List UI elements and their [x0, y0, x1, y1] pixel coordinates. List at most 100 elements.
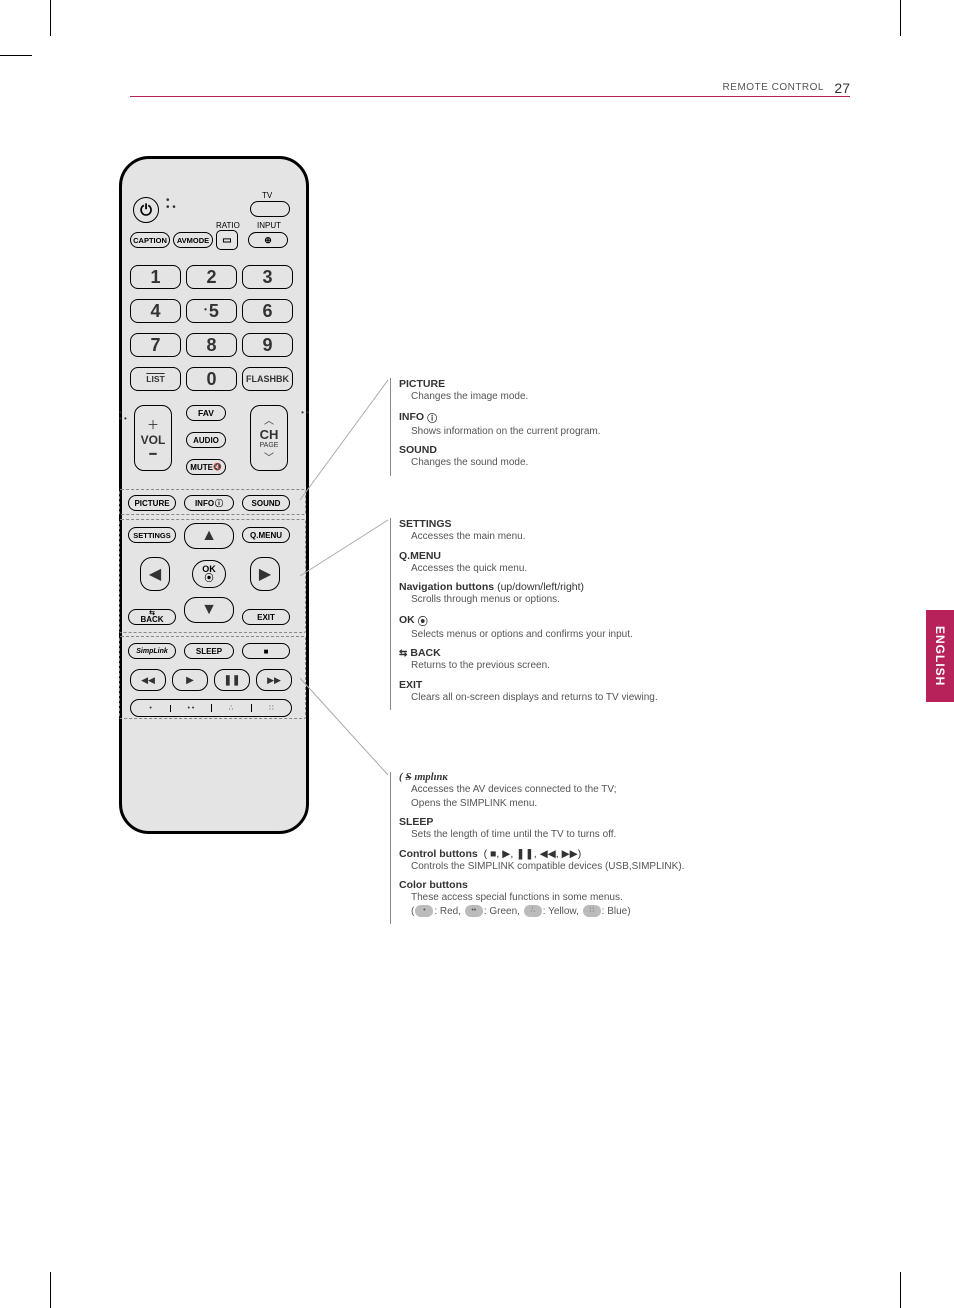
digit-4[interactable]: 4 [130, 299, 181, 323]
language-tab: ENGLISH [926, 610, 954, 702]
digit-1[interactable]: 1 [130, 265, 181, 289]
play-icon: ▶ [186, 675, 194, 686]
picture-title: PICTURE [399, 378, 601, 390]
digit-9[interactable]: 9 [242, 333, 293, 357]
picture-button[interactable]: PICTURE [128, 495, 176, 511]
yellow-button[interactable]: ∴ [211, 704, 251, 712]
settings-title: SETTINGS [399, 518, 658, 530]
crop-mark [900, 1272, 901, 1308]
control-title: Control buttons ( ■, ▶, ❚❚, ◀◀, ▶▶) [399, 848, 684, 860]
crop-mark [900, 0, 901, 36]
input-icon: ⊕ [264, 235, 272, 246]
power-button[interactable]: ⏻ [133, 197, 159, 223]
back-arrow-icon: ⇆ [399, 648, 407, 659]
vol-up-icon: ＋ [147, 416, 159, 433]
sound-button[interactable]: SOUND [242, 495, 290, 511]
play-button[interactable]: ▶ [172, 669, 208, 691]
ok-title: OK ⦿ [399, 613, 658, 628]
back-title: ⇆ BACK [399, 647, 658, 659]
nav-title: Navigation buttons (up/down/left/right) [399, 581, 658, 593]
digit-2[interactable]: 2 [186, 265, 237, 289]
info-icon: ⓘ [427, 410, 437, 425]
exit-button[interactable]: EXIT [242, 609, 290, 625]
blue-button[interactable]: ∷ [251, 704, 291, 712]
crop-mark [50, 0, 51, 36]
green-button[interactable]: • • [170, 705, 210, 712]
left-icon: ◀ [149, 564, 161, 584]
avmode-button[interactable]: AVMODE [173, 232, 213, 248]
nav-up[interactable]: ▲ [184, 523, 234, 549]
ch-down-icon: ﹀ [264, 449, 274, 464]
crop-mark [0, 55, 32, 56]
audio-button[interactable]: AUDIO [186, 432, 226, 448]
nav-left[interactable]: ◀ [140, 557, 170, 591]
ok-title-text: OK [399, 614, 415, 626]
red-text: : Red, [434, 906, 461, 917]
rewind-button[interactable]: ◀◀ [130, 669, 166, 691]
control-desc: Controls the SIMPLINK compatible devices… [399, 860, 684, 874]
color-legend: (•: Red, ••: Green, ∴: Yellow, ∷: Blue) [399, 905, 684, 919]
volume-rocker[interactable]: ＋ VOL ━ [134, 405, 172, 471]
ratio-label: RATIO [216, 221, 240, 230]
power-icon: ⏻ [140, 202, 152, 219]
channel-rocker[interactable]: ︿ CH PAGE ﹀ [250, 405, 288, 471]
forward-icon: ▶▶ [267, 675, 281, 686]
nav-title-bold: Navigation buttons [399, 581, 494, 593]
control-icons: ( ■, ▶, ❚❚, ◀◀, ▶▶) [481, 848, 581, 860]
back-button[interactable]: ⇆ BACK [128, 609, 176, 625]
flashbk-button[interactable]: FLASHBK [242, 367, 293, 391]
blue-text: : Blue) [602, 906, 631, 917]
section-name: REMOTE CONTROL [723, 82, 824, 93]
braille-dots-3: • • [301, 410, 309, 416]
sound-title: SOUND [399, 444, 601, 456]
qmenu-button[interactable]: Q.MENU [242, 527, 290, 543]
info-title-text: INFO [399, 411, 424, 423]
crop-mark [50, 1272, 51, 1308]
digit-6[interactable]: 6 [242, 299, 293, 323]
digit-0[interactable]: 0 [186, 367, 237, 391]
green-badge: •• [465, 905, 483, 917]
caption-button[interactable]: CAPTION [130, 232, 170, 248]
settings-button[interactable]: SETTINGS [128, 527, 176, 543]
mute-button[interactable]: MUTE🔇 [186, 459, 226, 475]
settings-desc: Accesses the main menu. [399, 530, 658, 544]
stop-button[interactable]: ■ [242, 643, 290, 659]
sleep-button[interactable]: SLEEP [184, 643, 234, 659]
ok-button[interactable]: OK ⦿ [192, 560, 226, 588]
pause-button[interactable]: ❚❚ [214, 669, 250, 691]
page-number: 27 [834, 80, 850, 96]
digit-3[interactable]: 3 [242, 265, 293, 289]
simplink-title: (Sımplınк [399, 772, 684, 783]
ratio-button[interactable]: ▭ [216, 230, 238, 250]
back-label: BACK [140, 617, 163, 623]
fav-button[interactable]: FAV [186, 405, 226, 421]
up-icon: ▲ [201, 527, 217, 545]
tv-button[interactable] [250, 201, 290, 217]
remote-control: ⏻ •• • TV RATIO INPUT CAPTION AVMODE ▭ ⊕… [119, 156, 309, 834]
digit-7[interactable]: 7 [130, 333, 181, 357]
pause-icon: ❚❚ [224, 675, 241, 686]
digit-8[interactable]: 8 [186, 333, 237, 357]
simplink-button[interactable]: SimpLink [128, 643, 176, 659]
red-button[interactable]: • [131, 705, 170, 712]
list-button[interactable]: LIST [130, 367, 181, 391]
green-text: : Green, [484, 906, 520, 917]
info-button[interactable]: INFOⓘ [184, 495, 234, 511]
digit-5-label: 5 [209, 301, 219, 322]
braille-dots: •• • [166, 197, 176, 211]
qmenu-title: Q.MENU [399, 550, 658, 562]
yellow-badge: ∴ [524, 905, 542, 917]
ch-up-icon: ︿ [264, 412, 274, 427]
vol-label: VOL [141, 433, 166, 447]
forward-button[interactable]: ▶▶ [256, 669, 292, 691]
yellow-text: : Yellow, [543, 906, 579, 917]
info-label: INFO [195, 499, 214, 508]
input-button[interactable]: ⊕ [248, 232, 288, 248]
list-label: LIST [146, 374, 164, 384]
nav-down[interactable]: ▼ [184, 597, 234, 623]
nav-right[interactable]: ▶ [250, 557, 280, 591]
digit-5[interactable]: •5 [186, 299, 237, 323]
sleep-desc: Sets the length of time until the TV to … [399, 828, 684, 842]
right-icon: ▶ [259, 564, 271, 584]
mute-label: MUTE [190, 463, 213, 472]
